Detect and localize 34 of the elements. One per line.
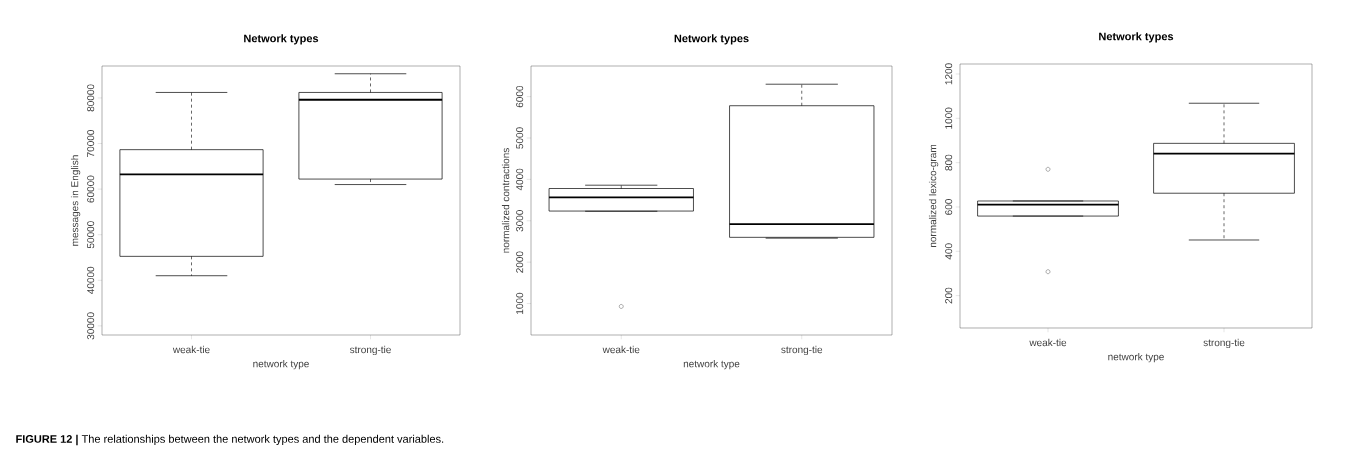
chart-title: Network types <box>1099 32 1174 43</box>
y-tick-label: 600 <box>945 199 953 215</box>
y-tick-label: 30000 <box>87 312 95 340</box>
x-axis-title: network type <box>1108 352 1164 363</box>
y-tick-label: 1200 <box>945 63 953 85</box>
chart-title: Network types <box>674 34 749 45</box>
y-tick-label: 200 <box>945 287 953 304</box>
y-tick-label: 40000 <box>87 266 95 294</box>
y-tick-label: 60000 <box>87 175 95 203</box>
y-tick-label: 1000 <box>516 292 524 314</box>
y-axis-title: normalized lexico-gram <box>928 145 939 248</box>
x-tick-label: strong-tie <box>781 345 823 356</box>
y-axis-title: messages in English <box>70 155 81 246</box>
y-tick-label: 400 <box>945 243 953 260</box>
y-tick-label: 6000 <box>516 85 524 108</box>
y-tick-label: 800 <box>945 154 953 171</box>
y-axis-title: normalized contractions <box>501 148 510 253</box>
y-tick-label: 70000 <box>87 130 95 157</box>
x-tick-label: weak-tie <box>602 345 640 354</box>
y-tick-label: 5000 <box>516 127 524 149</box>
y-tick-label: 50000 <box>87 221 95 249</box>
x-axis-title: network type <box>683 359 740 370</box>
y-tick-label: 4000 <box>516 168 524 191</box>
y-tick-label: 2000 <box>516 251 524 273</box>
x-tick-label: strong-tie <box>349 345 391 356</box>
y-tick-label: 3000 <box>516 210 524 232</box>
text: FIGURE 12 | The relationships between the network types and the dependent variables. <box>16 434 444 446</box>
x-tick-label: weak-tie <box>172 345 210 354</box>
x-tick-label: weak-tie <box>1029 338 1067 347</box>
x-axis-title: network type <box>253 359 309 370</box>
y-tick-label: 1000 <box>945 107 953 129</box>
x-tick-label: strong-tie <box>1203 338 1245 349</box>
y-tick-label: 80000 <box>87 84 95 112</box>
chart-title: Network types <box>244 34 319 45</box>
